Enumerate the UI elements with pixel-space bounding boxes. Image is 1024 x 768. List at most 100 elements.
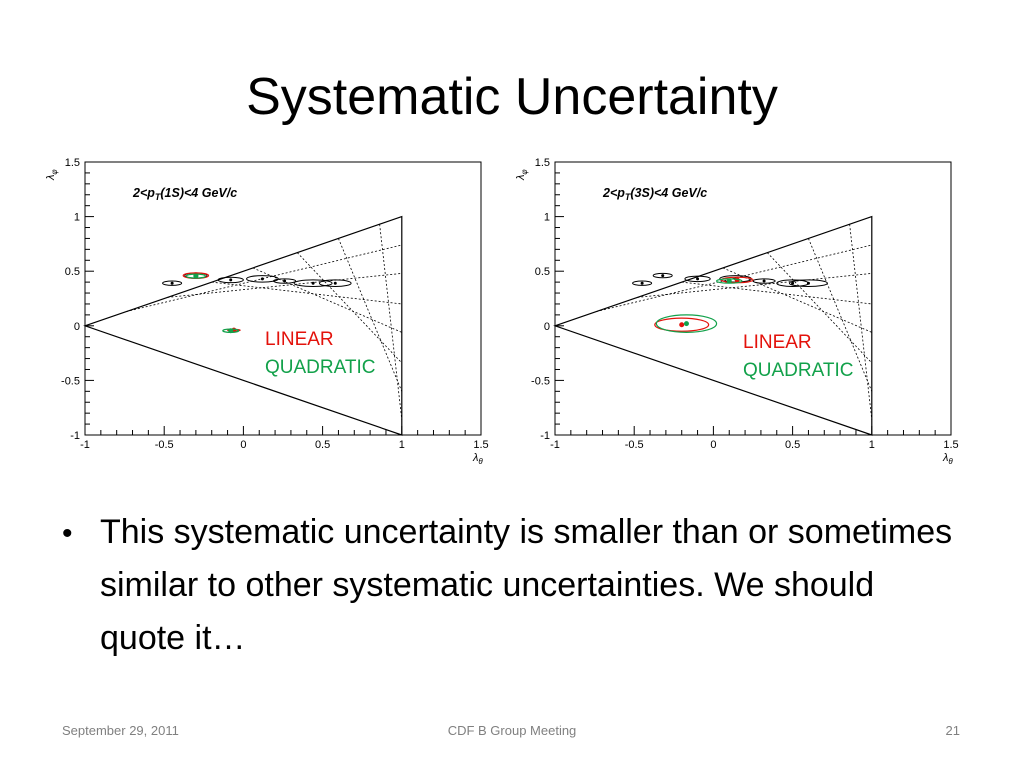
dashed-contour	[252, 267, 402, 333]
dashed-contour	[849, 224, 873, 420]
pt-range-prefix: 2<p	[602, 186, 625, 200]
y-tick-label: 1.5	[535, 157, 550, 169]
footer-date: September 29, 2011	[62, 723, 179, 738]
chart-svg: -1 -0.5 0 0.5 1 1.5-1-0.500.511.5λθλφ2<pT(3S)…	[515, 157, 959, 466]
x-tick-label: 0	[710, 439, 716, 451]
reference-point	[661, 274, 665, 278]
y-tick-label: 0.5	[535, 266, 550, 278]
y-axis-label-sub: φ	[50, 169, 59, 174]
axis-ticks	[84, 161, 482, 436]
chart-3s: -1 -0.5 0 0.5 1 1.5 -1 -0.5 0 0.5 1 1.5 λθ λφ 2<pT(3S)…	[510, 150, 960, 475]
series-ellipse	[654, 317, 710, 332]
x-tick-label: 1.5	[943, 439, 958, 451]
y-tick-label: 1.5	[65, 157, 80, 169]
x-tick-label: 0.5	[315, 439, 330, 451]
dashed-contour	[766, 252, 873, 364]
dashed-contour	[296, 252, 403, 364]
chart-svg: -1 -0.5 0 0.5 1 1.5-1-0.500.511.5λθλφ2<pT(1S)…	[45, 157, 489, 466]
legend-quadratic: QUADRATIC	[743, 360, 853, 381]
y-tick-label: 0.5	[65, 266, 80, 278]
y-tick-label: 1	[74, 212, 80, 224]
reference-ellipse	[162, 280, 183, 286]
plot-frame	[554, 161, 952, 436]
y-tick-label: -0.5	[531, 375, 550, 387]
x-tick-label: 1	[869, 439, 875, 451]
dashed-contour	[126, 244, 402, 312]
y-tick-label: -0.5	[61, 375, 80, 387]
dashed-contours	[596, 224, 873, 420]
dashed-contour	[808, 238, 873, 392]
dashed-contours	[126, 224, 403, 420]
pt-range-prefix: 2<p	[132, 186, 155, 200]
footer-page-number: 21	[945, 723, 960, 738]
dashed-contour	[167, 272, 402, 298]
reference-ellipse	[293, 279, 333, 287]
pt-range-annotation: 2<pT(3S)<4 GeV/c	[602, 186, 707, 202]
footer-title: CDF B Group Meeting	[447, 723, 577, 738]
reference-ellipse	[272, 278, 297, 284]
series-point	[228, 328, 234, 334]
dashed-contour	[681, 281, 872, 305]
x-axis-label-sub: θ	[478, 457, 483, 466]
y-tick-label: -1	[540, 430, 550, 442]
dashed-contour	[211, 281, 402, 305]
reference-point	[333, 281, 337, 285]
legend-linear: LINEAR	[265, 329, 334, 350]
reference-point	[170, 281, 174, 285]
series-point	[683, 321, 689, 327]
reference-point	[283, 279, 287, 283]
x-tick-label: -0.5	[625, 439, 644, 451]
series-quadratic	[655, 278, 743, 333]
reference-point	[696, 277, 700, 281]
pt-range-annotation: 2<pT(1S)<4 GeV/c	[132, 186, 237, 202]
slide-title: Systematic Uncertainty	[246, 68, 778, 126]
y-tick-label: 0	[544, 321, 550, 333]
reference-ellipse	[684, 275, 711, 283]
y-axis-label-sub: φ	[520, 169, 529, 174]
plot-frame	[84, 161, 482, 436]
y-tick-label: -1	[70, 430, 80, 442]
triangle-boundary	[83, 215, 403, 436]
x-tick-label: -1	[550, 439, 560, 451]
dashed-contour	[637, 272, 872, 298]
pt-range-sub: T	[155, 192, 162, 202]
reference-ellipse	[652, 272, 673, 279]
reference-point	[640, 281, 644, 285]
reference-ellipse	[217, 276, 244, 284]
triangle-boundary	[553, 215, 873, 436]
legend-quadratic: QUADRATIC	[265, 357, 375, 378]
series-point	[726, 278, 732, 284]
dashed-contour	[596, 244, 872, 312]
series-ellipse	[655, 314, 718, 333]
reference-point	[806, 281, 810, 285]
series-quadratic	[185, 273, 240, 334]
reference-ellipse	[632, 280, 653, 286]
y-tick-label: 0	[74, 321, 80, 333]
bullet-item: • This systematic uncertainty is smaller…	[62, 506, 962, 665]
x-tick-label: 0	[240, 439, 246, 451]
x-tick-label: 1	[399, 439, 405, 451]
pt-range-suffix: (1S)<4 GeV/c	[160, 186, 237, 200]
reference-point	[762, 279, 766, 283]
y-axis-label: λφ	[515, 169, 529, 181]
legend-linear: LINEAR	[743, 332, 812, 353]
x-tick-label: 0.5	[785, 439, 800, 451]
x-axis-label-sub: θ	[948, 457, 953, 466]
x-tick-label: -0.5	[155, 439, 174, 451]
pt-range-suffix: (3S)<4 GeV/c	[630, 186, 707, 200]
pt-range-sub: T	[625, 192, 632, 202]
dashed-contour	[379, 224, 403, 420]
x-axis-label: λθ	[472, 452, 483, 466]
axis-ticks	[554, 161, 952, 436]
reference-point	[260, 277, 264, 281]
y-axis-label: λφ	[45, 169, 59, 181]
reference-point	[311, 281, 315, 285]
reference-point	[791, 281, 795, 285]
reference-ellipse	[318, 279, 352, 287]
reference-ellipse	[788, 279, 828, 287]
bullet-dot-icon: •	[62, 517, 73, 550]
x-tick-label: -1	[80, 439, 90, 451]
reference-point	[229, 278, 233, 282]
dashed-contour	[338, 238, 403, 392]
y-tick-label: 1	[544, 212, 550, 224]
